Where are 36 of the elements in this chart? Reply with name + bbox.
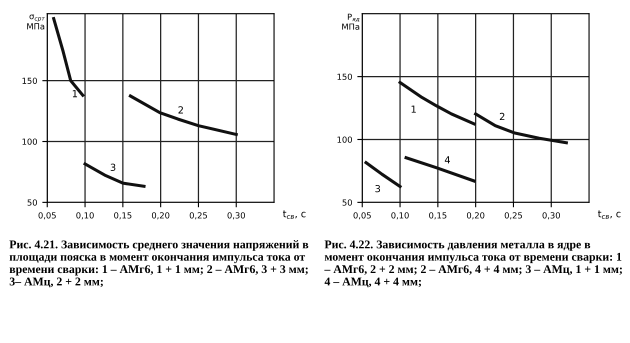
line-series [474,112,568,144]
line-series [52,17,84,97]
x-tick-label: 0,30 [228,212,245,220]
y-tick-label: 100 [338,136,352,143]
line-series [398,80,476,126]
annotation: 2 [500,112,504,120]
annotation: 1 [412,106,416,113]
annotation: 2 [178,106,183,114]
x-tick-label: 0,10 [76,212,94,220]
y-axis-title: P$_{яд}$ МПа [342,14,360,30]
x-tick-label: 0,20 [152,212,170,220]
x-tick-label: 0,15 [429,212,446,220]
x-tick-label: 0,10 [391,212,409,220]
annotation: 3 [110,164,116,171]
annotation: 1 [72,90,78,98]
x-tick-label: 0,25 [190,212,207,220]
y-axis-title: σ$_{срт}$ МПа [27,14,45,30]
text: Рис. 4.21. Зависимость среднего значения напряжений в площади пояска в момент окончания импульса тока от времени сварки: 1 – АМг6, 1 + 1 мм; 2 – АМг6, 3 + 3 мм; 3– АМц, 2 + 2 мм; [9,240,308,288]
y-tick-label: 50 [342,199,352,206]
y-tick-label: 50 [28,199,37,206]
x-tick-label: 0,20 [466,212,484,220]
x-tick-label: 0,30 [542,212,560,220]
line-series [84,162,146,188]
x-tick-label: 0,25 [504,212,522,220]
y-tick-label: 150 [22,78,37,84]
x-axis-title: t$_{св}$, с [282,210,306,219]
line-series [128,94,238,136]
y-tick-label: 100 [22,138,37,145]
x-axis-title: t$_{св}$, с [598,210,621,219]
annotation: 3 [375,184,380,192]
x-tick-label: 0,15 [114,212,132,220]
annotation: 4 [444,156,450,164]
text: Рис. 4.22. Зависимость давления металла в ядре в момент окончания импульса тока от времени сварки: 1 – АМг6, 2 + 2 мм; 2 – АМг6, 4 + 4 мм; 3 – АМц, 1 + 1 мм; 4 – АМц, 4 + 4 мм; [324,240,622,288]
y-tick-label: 150 [338,74,352,80]
x-tick-label: 0,05 [38,212,56,220]
x-tick-label: 0,05 [354,212,371,220]
